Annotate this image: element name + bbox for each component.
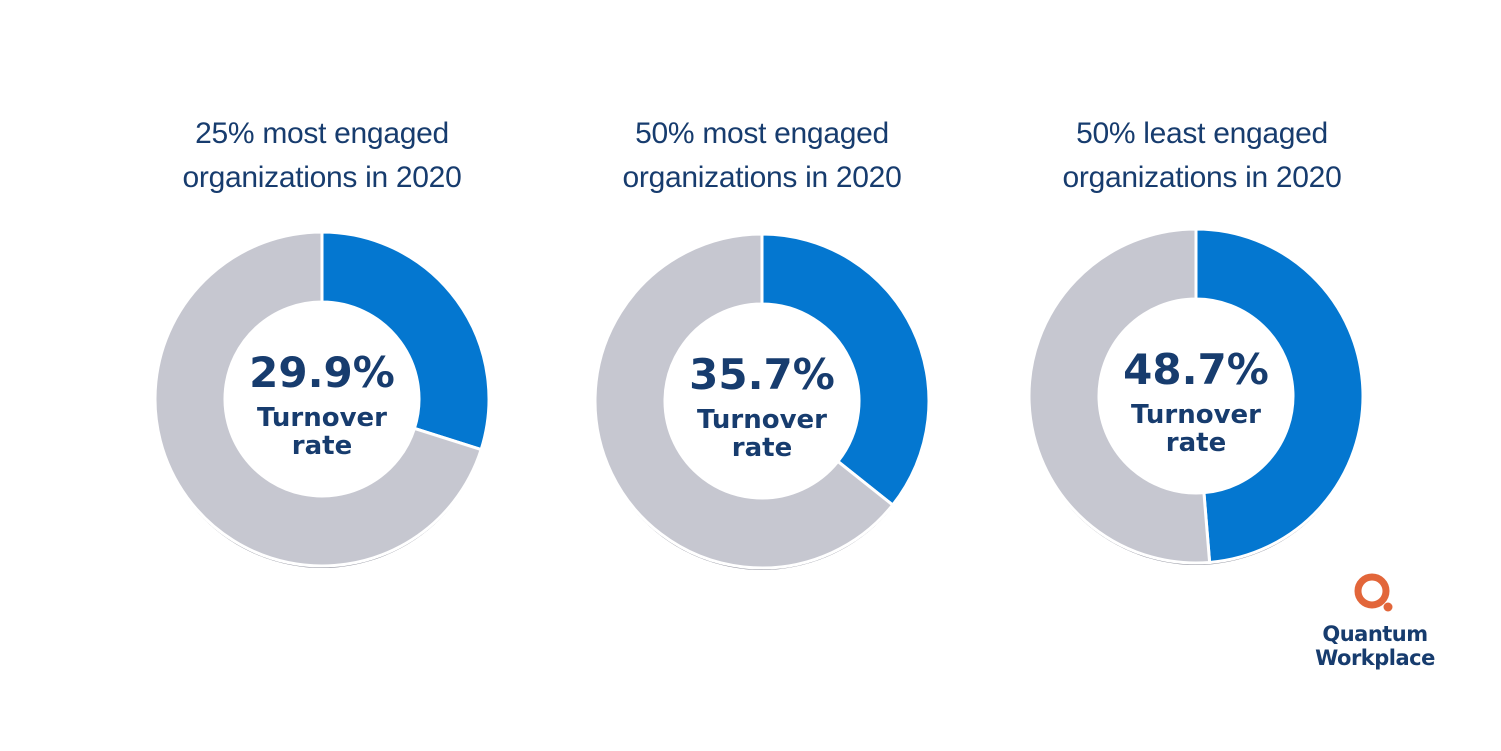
center-value: 48.7% [1123,345,1269,394]
chart-title-line-2: organizations in 2020 [622,161,902,194]
donut-hole [225,302,419,496]
chart-title: 25% most engaged organizations in 2020 [132,112,512,200]
chart-title: 50% least engaged organizations in 2020 [1012,112,1392,200]
logo-line-2: Workplace [1315,646,1435,670]
center-label-line-1: Turnover [1131,400,1261,430]
center-label-line-1: Turnover [257,403,387,433]
donut-hole [665,304,859,498]
center-label-line-1: Turnover [697,405,827,435]
center-label-line-2: rate [732,433,792,463]
center-value: 29.9% [249,348,395,397]
chart-title-line-1: 50% least engaged [1076,117,1328,150]
logo-line-1: Quantum [1322,622,1428,646]
chart-title-line-1: 50% most engaged [635,117,889,150]
donut-panel-2: 50% most engaged organizations in 2020 3… [572,0,952,600]
chart-title: 50% most engaged organizations in 2020 [572,112,952,200]
center-label-line-2: rate [1166,428,1226,458]
logo-dot [1383,602,1393,612]
donut-hole [1099,299,1293,493]
donut-panel-3: 50% least engaged organizations in 2020 … [1012,0,1392,600]
logo-text: Quantum Workplace [1300,622,1450,670]
center-value: 35.7% [689,350,835,399]
chart-title-line-1: 25% most engaged [195,117,449,150]
logo-ring [1354,573,1390,609]
quantum-workplace-logo: Quantum Workplace [1300,570,1450,680]
donut-panel-1: 25% most engaged organizations in 2020 2… [132,0,512,600]
center-label-line-2: rate [292,431,352,461]
chart-title-line-2: organizations in 2020 [1062,161,1342,194]
chart-title-line-2: organizations in 2020 [182,161,462,194]
quantum-logo-icon [1354,573,1393,612]
